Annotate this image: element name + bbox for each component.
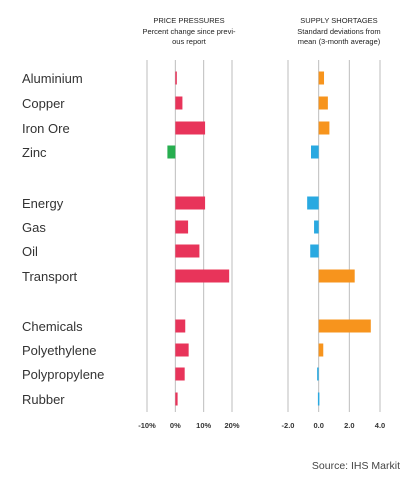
bar-oil [175,244,200,258]
panel-subtitle: ous report [172,37,207,46]
tick-label: 0.0 [313,421,323,430]
category-label: Transport [22,269,78,284]
bar-zinc [311,145,319,159]
bar-copper [318,96,328,110]
panel-subtitle: Standard deviations from [297,27,380,36]
bar-aluminium [175,71,177,85]
bar-zinc [167,145,176,159]
panel-title: SUPPLY SHORTAGES [300,16,377,25]
bar-polypropylene [175,367,185,381]
tick-label: 10% [196,421,211,430]
panel-subtitle: mean (3-month average) [298,37,381,46]
bar-polyethylene [175,343,189,357]
tick-label: -10% [138,421,156,430]
bar-iron-ore [175,121,206,135]
bar-chemicals [318,319,371,333]
bar-transport [318,269,355,283]
category-label: Polyethylene [22,343,96,358]
category-label: Oil [22,244,38,259]
bar-gas [175,220,189,234]
category-label: Aluminium [22,71,83,86]
tick-label: 2.0 [344,421,354,430]
tick-label: -2.0 [282,421,295,430]
category-label: Copper [22,96,65,111]
bar-aluminium [318,71,325,85]
bar-rubber [175,392,178,406]
source-note: Source: IHS Markit [312,460,400,472]
category-label: Gas [22,220,46,235]
tick-label: 0% [170,421,181,430]
bar-rubber [317,392,320,406]
panel-title: PRICE PRESSURES [153,16,224,25]
category-label: Zinc [22,145,47,160]
bar-energy [175,196,206,210]
bar-copper [175,96,183,110]
bar-iron-ore [318,121,330,135]
category-label: Iron Ore [22,121,70,136]
category-label: Chemicals [22,319,83,334]
panel-subtitle: Percent change since previ- [143,27,236,36]
category-label: Energy [22,196,64,211]
bar-gas [314,220,319,234]
bar-transport [175,269,230,283]
bar-oil [310,244,319,258]
bar-polypropylene [317,367,319,381]
tick-label: 4.0 [375,421,385,430]
category-label: Polypropylene [22,367,104,382]
category-label: Rubber [22,392,65,407]
bar-energy [307,196,319,210]
bar-polyethylene [318,343,324,357]
bar-chemicals [175,319,186,333]
tick-label: 20% [224,421,239,430]
